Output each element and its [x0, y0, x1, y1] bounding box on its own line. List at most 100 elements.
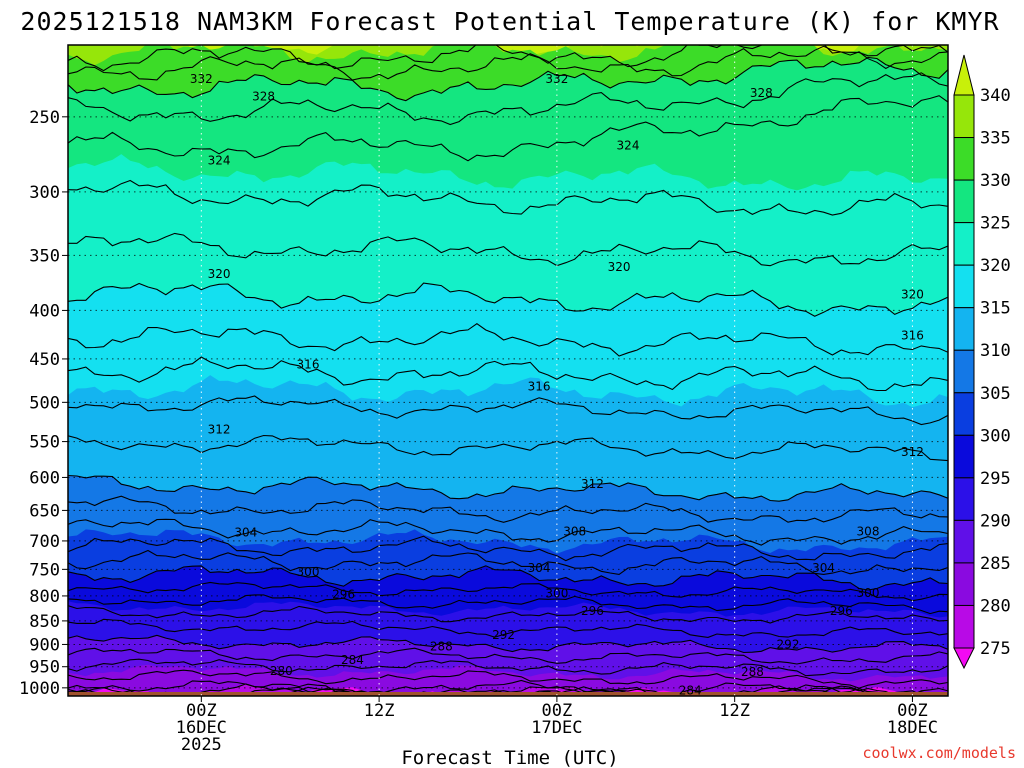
contour-278 [68, 686, 948, 696]
y-tick-label-800: 800 [29, 587, 60, 607]
contour-label-320: 320 [208, 267, 231, 281]
y-tick-label-750: 750 [29, 560, 60, 580]
contour-294 [68, 605, 948, 624]
y-tick-label-300: 300 [29, 183, 60, 203]
y-tick-label-250: 250 [29, 108, 60, 128]
colorbar-label-300: 300 [980, 426, 1011, 446]
contour-label-304: 304 [528, 561, 551, 575]
colorbar-swatch-300 [953, 392, 975, 436]
contour-label-328: 328 [252, 90, 275, 104]
y-tick-label-950: 950 [29, 658, 60, 678]
y-tick-label-650: 650 [29, 501, 60, 521]
x-tick-label-80-0: 00Z [897, 701, 928, 721]
colorbar-swatch-320 [953, 222, 975, 266]
colorbar-label-275: 275 [980, 639, 1011, 659]
colorbar-swatch-315 [953, 264, 975, 309]
contour-label-332: 332 [190, 72, 213, 86]
contour-label-280: 280 [270, 664, 293, 678]
contour-328 [68, 72, 948, 126]
colorbar-label-335: 335 [980, 129, 1011, 149]
contour-288 [68, 647, 948, 665]
colorbar-label-325: 325 [980, 214, 1011, 234]
contour-324 [68, 179, 948, 216]
colorbar-label-305: 305 [980, 384, 1011, 404]
contour-label-316: 316 [297, 357, 320, 371]
contour-320 [68, 282, 948, 317]
contour-322 [68, 232, 948, 267]
x-tick-label-80-1: 18DEC [887, 718, 938, 738]
contour-296 [68, 594, 948, 615]
y-tick-label-700: 700 [29, 532, 60, 552]
y-tick-label-400: 400 [29, 301, 60, 321]
colorbar-swatch-280 [953, 562, 975, 606]
contour-label-304: 304 [812, 561, 835, 575]
colorbar-swatch-335 [953, 94, 975, 139]
y-tick-label-500: 500 [29, 393, 60, 413]
contour-label-284: 284 [341, 653, 364, 667]
contour-label-300: 300 [545, 586, 568, 600]
contour-label-320: 320 [901, 288, 924, 302]
theta-color-bands [68, 45, 948, 696]
contour-314 [68, 395, 948, 426]
contour-label-292: 292 [777, 637, 800, 651]
contour-label-308: 308 [857, 524, 880, 538]
gridlines [68, 45, 948, 696]
colorbar-label-280: 280 [980, 596, 1011, 616]
colorbar-swatch-330 [953, 137, 975, 181]
contour-label-296: 296 [830, 604, 853, 618]
colorbar-bottom-triangle [953, 647, 975, 670]
plot-frame [67, 44, 949, 697]
colorbar-label-340: 340 [980, 86, 1011, 106]
contour-label-300: 300 [297, 565, 320, 579]
colorbar: 275 280 285 290 295 300 305 310 315 320 325 330 335 3… [953, 54, 1011, 670]
contour-label-312: 312 [581, 477, 604, 491]
y-tick-label-350: 350 [29, 246, 60, 266]
x-tick-label-0-1: 16DEC [176, 718, 227, 738]
y-tick-label-550: 550 [29, 433, 60, 453]
colorbar-swatch-290 [953, 477, 975, 521]
x-tick-label-0-2: 2025 [181, 735, 222, 755]
chart-title: 2025121518 NAM3KM Forecast Potential Tem… [20, 7, 999, 36]
colorbar-swatch-295 [953, 434, 975, 479]
colorbar-label-285: 285 [980, 554, 1011, 574]
contour-label-320: 320 [608, 260, 631, 274]
contour-label-300: 300 [857, 586, 880, 600]
contour-label-288: 288 [741, 665, 764, 679]
colorbar-label-290: 290 [980, 511, 1011, 531]
contour-labels: 332 332 328 328 324 324 320 320 320 316 316 316 312 3… [190, 72, 924, 698]
contour-label-296: 296 [332, 587, 355, 601]
colorbar-label-295: 295 [980, 469, 1011, 489]
colorbar-swatch-305 [953, 349, 975, 394]
colorbar-top-triangle [953, 54, 975, 96]
colorbar-swatch-285 [953, 519, 975, 564]
contour-282 [68, 679, 948, 696]
contour-316 [68, 356, 948, 392]
contour-310 [68, 474, 948, 502]
contour-284 [68, 669, 948, 689]
colorbar-label-315: 315 [980, 299, 1011, 319]
y-axis: 250 300 350 400 450 500 550 600 650 700 750 800 850 9… [19, 108, 68, 699]
y-tick-label-900: 900 [29, 635, 60, 655]
colorbar-label-320: 320 [980, 256, 1011, 276]
contour-label-324: 324 [617, 138, 640, 152]
contour-326 [68, 95, 948, 162]
contour-label-296: 296 [581, 604, 604, 618]
contour-label-284: 284 [679, 684, 702, 698]
x-tick-label-40-1: 17DEC [531, 718, 582, 738]
credit-text: coolwx.com/models [862, 744, 1016, 762]
colorbar-swatch-275 [953, 604, 975, 649]
contour-330 [68, 56, 948, 102]
y-tick-label-1000: 1000 [19, 679, 60, 699]
contour-label-328: 328 [750, 86, 773, 100]
contour-label-288: 288 [430, 640, 453, 654]
contour-332 [68, 45, 948, 81]
x-tick-label-40-0: 00Z [542, 701, 573, 721]
contour-label-316: 316 [528, 379, 551, 393]
contour-286 [68, 658, 948, 677]
theta-contour-lines [68, 45, 948, 696]
contour-label-312: 312 [901, 445, 924, 459]
y-tick-label-600: 600 [29, 468, 60, 488]
y-tick-label-450: 450 [29, 350, 60, 370]
